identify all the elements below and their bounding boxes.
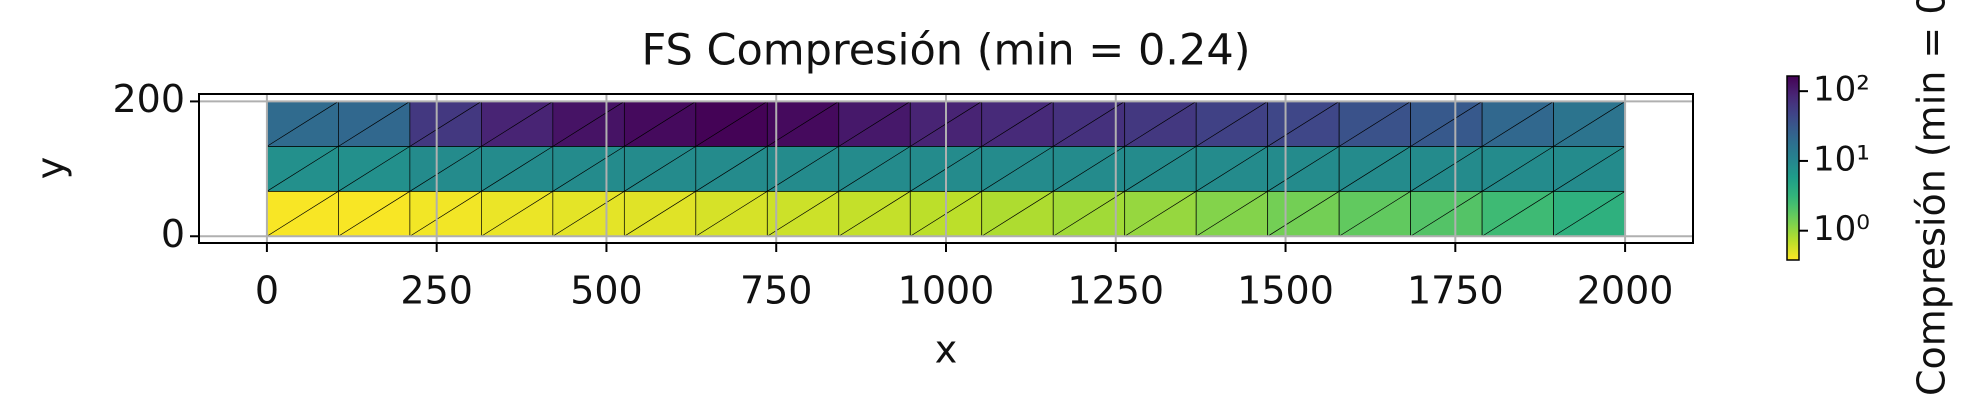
y-tick-label: 200 xyxy=(112,77,185,121)
mesh-diagonal xyxy=(1196,146,1268,192)
colorbar-tick-label: 10⁰ xyxy=(1813,209,1870,249)
x-axis-label: x xyxy=(935,328,958,372)
mesh-diagonal xyxy=(409,191,482,237)
mesh-diagonal xyxy=(1124,146,1197,192)
x-tick-label: 250 xyxy=(400,269,473,313)
mesh-diagonal xyxy=(767,191,839,237)
mesh-diagonal xyxy=(838,191,911,237)
mesh-diagonal xyxy=(695,101,768,147)
mesh-diagonal xyxy=(1196,101,1268,147)
colorbar-label: Compresión (min = 0.24) xyxy=(1910,0,1954,396)
mesh-diagonal xyxy=(695,191,768,237)
mesh-diagonal xyxy=(409,101,482,147)
mesh-diagonal xyxy=(1410,101,1483,147)
colorbar xyxy=(1786,75,1800,261)
y-tick-label: 0 xyxy=(161,212,185,256)
mesh-diagonal xyxy=(1338,101,1411,147)
mesh-diagonal xyxy=(409,146,482,192)
mesh-diagonal xyxy=(552,101,625,147)
mesh-diagonal xyxy=(1053,191,1125,237)
mesh-diagonal xyxy=(1124,101,1197,147)
mesh-diagonal xyxy=(1481,191,1554,237)
x-tick-label: 2000 xyxy=(1577,269,1674,313)
mesh-diagonal xyxy=(338,101,411,147)
mesh-diagonal xyxy=(1338,191,1411,237)
y-axis-label: y xyxy=(29,157,73,180)
mesh-diagonal xyxy=(838,101,911,147)
mesh-diagonal xyxy=(624,146,696,192)
chart-title: FS Compresión (min = 0.24) xyxy=(642,26,1251,76)
mesh-diagonal xyxy=(1481,101,1554,147)
x-tick-label: 750 xyxy=(740,269,813,313)
mesh-diagonal xyxy=(1553,191,1626,237)
colorbar-tick-label: 10² xyxy=(1813,70,1870,110)
mesh-diagonal xyxy=(838,146,911,192)
colorbar-tick-label: 10¹ xyxy=(1813,139,1870,179)
mesh-diagonal xyxy=(1338,146,1411,192)
mesh-diagonal xyxy=(981,101,1054,147)
axes-frame xyxy=(198,93,1694,244)
mesh-diagonal xyxy=(1267,146,1340,192)
mesh-diagonal xyxy=(767,101,839,147)
x-tick-label: 500 xyxy=(570,269,643,313)
mesh-diagonal xyxy=(1053,146,1125,192)
mesh-diagonal xyxy=(1553,146,1626,192)
x-tick-label: 1000 xyxy=(898,269,995,313)
mesh-diagonal xyxy=(767,146,839,192)
mesh-diagonal xyxy=(481,101,554,147)
mesh-diagonal xyxy=(1196,191,1268,237)
mesh-diagonal xyxy=(1124,191,1197,237)
mesh-diagonal xyxy=(481,146,554,192)
mesh-diagonal xyxy=(552,146,625,192)
x-tick-label: 0 xyxy=(255,269,279,313)
mesh-diagonal xyxy=(1267,191,1340,237)
mesh-diagonal xyxy=(1553,101,1626,147)
x-tick-label: 1250 xyxy=(1067,269,1164,313)
mesh-diagonal xyxy=(266,146,339,192)
mesh-diagonal xyxy=(338,191,411,237)
mesh-diagonal xyxy=(695,146,768,192)
mesh-diagonal xyxy=(481,191,554,237)
mesh-diagonal xyxy=(981,191,1054,237)
mesh-diagonal xyxy=(1053,101,1125,147)
mesh-diagonal xyxy=(1267,101,1340,147)
mesh-diagonal xyxy=(1410,146,1483,192)
mesh-diagonal xyxy=(552,191,625,237)
mesh-diagonal xyxy=(1410,191,1483,237)
mesh-diagonal xyxy=(338,146,411,192)
mesh-diagonal xyxy=(624,101,696,147)
mesh-diagonal xyxy=(266,101,339,147)
x-tick-label: 1500 xyxy=(1237,269,1334,313)
mesh-diagonal xyxy=(266,191,339,237)
mesh-diagonal xyxy=(624,191,696,237)
x-tick-label: 1750 xyxy=(1407,269,1504,313)
mesh-diagonal xyxy=(1481,146,1554,192)
mesh-diagonal xyxy=(981,146,1054,192)
